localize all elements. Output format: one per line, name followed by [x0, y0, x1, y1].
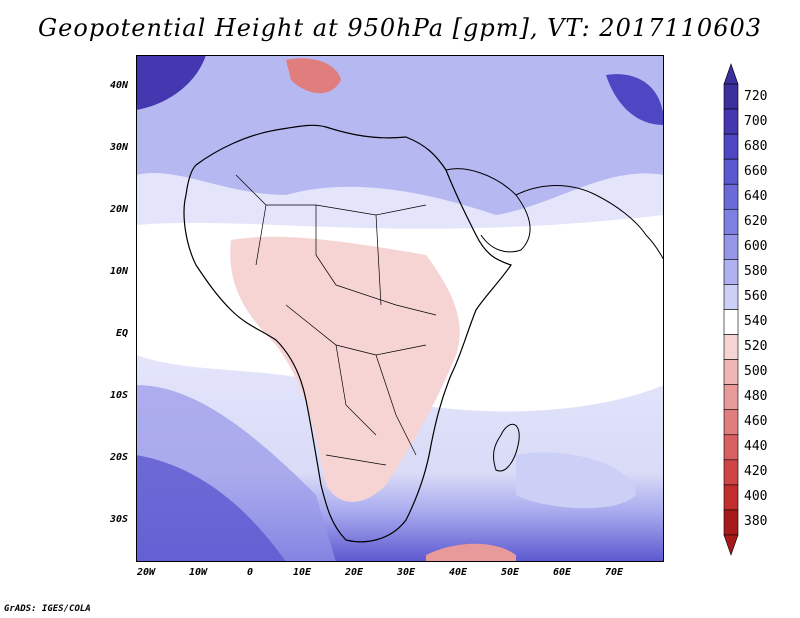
colorbar-label: 680 [744, 138, 768, 154]
lon-label-40e: 40E [448, 567, 468, 578]
colorbar-swatch [723, 83, 739, 110]
colorbar-label: 720 [744, 88, 768, 104]
field-south-low [426, 543, 516, 562]
colorbar-swatch [723, 409, 739, 436]
lat-label-30s: 30S [109, 514, 128, 525]
colorbar-swatch [723, 434, 739, 461]
lon-label-0: 0 [246, 567, 254, 578]
map-frame [136, 55, 664, 562]
colorbar-swatch [723, 158, 739, 185]
field-atlantic-deep [136, 455, 286, 562]
africa-coastline [183, 124, 512, 543]
lat-label-eq: EQ [115, 328, 128, 339]
colorbar-swatch [723, 459, 739, 486]
colorbar-swatch [723, 108, 739, 135]
map-panel [136, 55, 664, 562]
field-northern-high [136, 55, 664, 215]
colorbar-label: 520 [744, 339, 768, 355]
colorbar-label: 480 [744, 389, 768, 405]
field-indian-ocean-high [516, 452, 636, 509]
colorbar-label: 500 [744, 364, 768, 380]
field-northwest-deep [136, 55, 206, 110]
lon-label-10w: 10W [188, 567, 208, 578]
colorbar-label: 420 [744, 464, 768, 480]
asia-coastline [445, 168, 664, 261]
colorbar-label: 640 [744, 188, 768, 204]
lon-label-30e: 30E [396, 567, 416, 578]
country-borders [235, 174, 437, 466]
lat-label-30n: 30N [109, 142, 128, 153]
chart-title: Geopotential Height at 950hPa [gpm], VT:… [38, 14, 762, 42]
lon-label-50e: 50E [500, 567, 520, 578]
colorbar-top-arrow [723, 63, 739, 85]
colorbar-swatch [723, 183, 739, 210]
field-east-deep [606, 74, 664, 125]
grads-credit: GrADS: IGES/COLA [4, 604, 91, 614]
colorbar-swatch [723, 234, 739, 260]
colorbar-swatch [723, 309, 739, 335]
lon-label-20w: 20W [136, 567, 156, 578]
lat-label-40n: 40N [109, 80, 128, 91]
colorbar-label: 400 [744, 489, 768, 505]
colorbar-label: 440 [744, 439, 768, 455]
colorbar-label: 560 [744, 288, 768, 304]
colorbar-swatch [723, 133, 739, 160]
colorbar-swatch [723, 509, 739, 536]
colorbar [723, 63, 739, 556]
colorbar-swatch [723, 259, 739, 285]
colorbar-label: 540 [744, 314, 768, 330]
colorbar-label: 460 [744, 414, 768, 430]
lat-label-20s: 20S [109, 452, 128, 463]
colorbar-swatch [723, 334, 739, 360]
colorbar-label: 600 [744, 238, 768, 254]
field-mediterranean-low [286, 58, 341, 94]
colorbar-label: 380 [744, 514, 768, 530]
lat-label-10n: 10N [109, 266, 128, 277]
colorbar-label: 700 [744, 113, 768, 129]
colorbar-swatch [723, 384, 739, 411]
colorbar-label: 660 [744, 163, 768, 179]
lon-label-10e: 10E [292, 567, 312, 578]
colorbar-label: 620 [744, 213, 768, 229]
colorbar-swatch [723, 284, 739, 310]
madagascar-coastline [493, 423, 520, 472]
colorbar-label: 580 [744, 263, 768, 279]
field-africa-low [230, 236, 460, 502]
lat-label-10s: 10S [109, 390, 128, 401]
lon-label-60e: 60E [552, 567, 572, 578]
colorbar-swatch [723, 359, 739, 385]
colorbar-swatch [723, 208, 739, 235]
colorbar-swatch [723, 484, 739, 511]
lon-label-20e: 20E [344, 567, 364, 578]
lon-label-70e: 70E [604, 567, 624, 578]
lat-label-20n: 20N [109, 204, 128, 215]
colorbar-bottom-arrow [723, 534, 739, 556]
